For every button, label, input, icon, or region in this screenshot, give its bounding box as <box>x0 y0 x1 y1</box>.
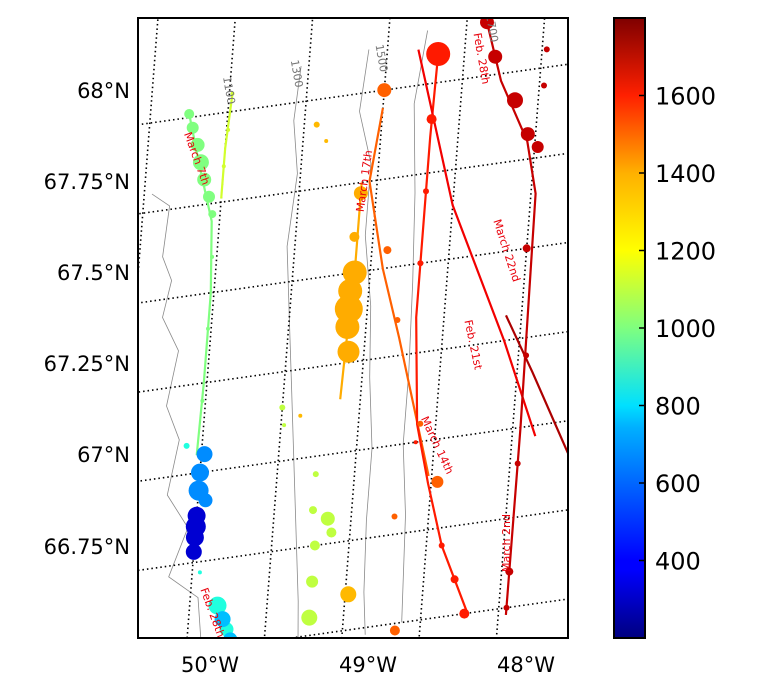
colorbar: 400 600 800 1000 1200 1400 1600 <box>614 18 716 638</box>
data-point-11-2 <box>186 528 204 546</box>
data-point-5-2 <box>394 317 400 323</box>
data-point-2-9 <box>282 423 286 427</box>
x-axis: 50°W 49°W 48°W <box>181 653 555 677</box>
data-point-6-2 <box>423 188 429 194</box>
data-point-3-1 <box>324 139 328 143</box>
data-point-5-5 <box>392 514 398 520</box>
data-point-2-2 <box>310 541 320 551</box>
data-point-2-0 <box>313 471 319 477</box>
colorbar-tick-label-0: 400 <box>655 548 701 576</box>
data-point-6-4 <box>414 440 418 444</box>
data-point-6-0 <box>426 42 450 66</box>
data-point-8-1 <box>488 50 502 64</box>
colorbar-ticks: 400 600 800 1000 1200 1400 1600 <box>639 83 716 576</box>
data-point-10-3 <box>199 493 213 507</box>
data-point-3-0 <box>314 122 320 128</box>
y-tick-label-4: 67°N <box>77 443 130 467</box>
data-point-5-6 <box>390 626 400 636</box>
colorbar-tick-label-2: 800 <box>655 393 701 421</box>
data-point-0-5 <box>203 191 215 203</box>
data-point-1-2 <box>222 164 226 168</box>
data-point-0-7 <box>210 255 214 259</box>
colorbar-tick-label-5: 1400 <box>655 160 716 188</box>
colorbar-tick-label-1: 600 <box>655 470 701 498</box>
data-point-8-4 <box>532 141 544 153</box>
data-point-0-6 <box>208 210 216 218</box>
y-tick-label-2: 67.5°N <box>57 261 130 285</box>
data-point-4-3 <box>335 315 359 339</box>
data-point-0-8 <box>206 327 210 331</box>
x-tick-label-1: 49°W <box>339 653 397 677</box>
data-point-2-6 <box>321 512 335 526</box>
data-point-8-2 <box>507 92 523 108</box>
data-point-2-7 <box>326 528 336 538</box>
data-point-12-4 <box>198 570 202 574</box>
data-point-6-7 <box>459 609 469 619</box>
y-tick-label-3: 67.25°N <box>44 352 130 376</box>
data-point-8-5 <box>523 244 531 252</box>
date-annotation-6: March 2nd <box>500 514 513 572</box>
data-point-3-3 <box>298 414 302 418</box>
data-point-2-4 <box>301 610 317 626</box>
y-tick-label-1: 67.75°N <box>44 170 130 194</box>
data-point-1-1 <box>226 128 230 132</box>
data-point-10-2 <box>197 446 213 462</box>
data-point-8-7 <box>515 461 521 467</box>
data-point-2-1 <box>309 506 317 514</box>
data-point-5-1 <box>383 246 391 254</box>
x-tick-label-2: 48°W <box>497 653 555 677</box>
data-point-3-2 <box>340 586 356 602</box>
data-point-8-9 <box>504 605 510 611</box>
data-point-6-3 <box>417 260 423 266</box>
data-point-2-5 <box>308 639 314 645</box>
data-point-8-11 <box>541 83 547 89</box>
data-point-10-0 <box>191 464 209 482</box>
data-point-2-8 <box>279 405 285 411</box>
y-tick-label-0: 68°N <box>77 79 130 103</box>
data-point-5-4 <box>431 476 443 488</box>
colorbar-tick-label-6: 1600 <box>655 83 716 111</box>
data-point-4-4 <box>338 341 360 363</box>
data-point-11-3 <box>186 544 202 560</box>
data-point-0-0 <box>184 109 194 119</box>
data-point-6-5 <box>439 543 445 549</box>
data-point-8-6 <box>523 352 529 358</box>
colorbar-tick-label-3: 1000 <box>655 315 716 343</box>
colorbar-tick-label-4: 1200 <box>655 238 716 266</box>
data-point-5-0 <box>377 83 391 97</box>
y-axis: 68°N 67.75°N 67.5°N 67.25°N 67°N 66.75°N <box>44 79 130 559</box>
data-point-6-6 <box>451 575 459 583</box>
x-tick-label-0: 50°W <box>181 653 239 677</box>
data-point-8-3 <box>521 127 535 141</box>
data-point-8-10 <box>544 46 550 52</box>
data-point-12-3 <box>184 443 190 449</box>
data-point-6-1 <box>427 114 437 124</box>
data-point-0-9 <box>200 399 204 403</box>
y-tick-label-5: 66.75°N <box>44 535 130 559</box>
data-point-4-6 <box>349 232 359 242</box>
data-point-2-3 <box>306 576 318 588</box>
